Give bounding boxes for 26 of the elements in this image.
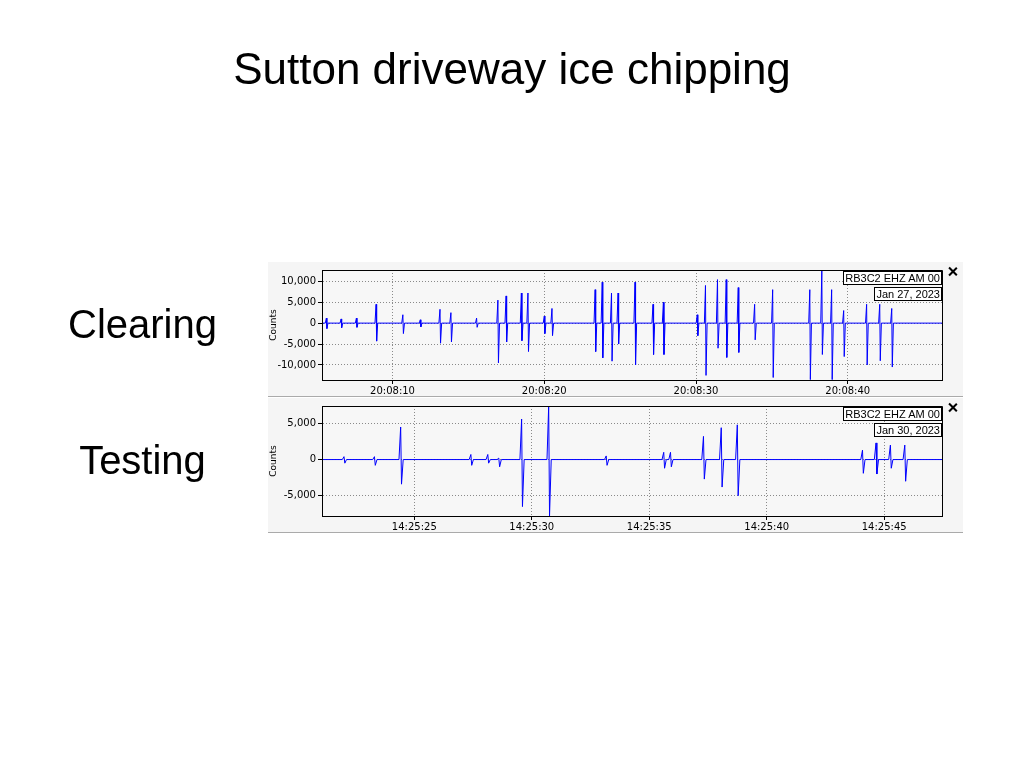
annotation: RB3C2 EHZ AM 00 (843, 407, 942, 421)
x-tick-label: 14:25:30 (509, 520, 555, 532)
y-tick-label: -5,000 (283, 489, 316, 501)
x-tick-label: 14:25:35 (626, 520, 672, 532)
x-tick-label: 14:25:25 (391, 520, 437, 532)
x-tick-label: 14:25:40 (744, 520, 790, 532)
y-tick-label: 0 (309, 316, 316, 328)
y-tick-label: -5,000 (283, 337, 316, 349)
y-axis-title: Counts (267, 444, 278, 477)
x-tick-label: 20:08:30 (673, 384, 719, 396)
y-tick-label: 0 (309, 453, 316, 465)
annotation: RB3C2 EHZ AM 00 (843, 271, 942, 285)
annotation: Jan 27, 2023 (874, 287, 942, 301)
text: Testing (78, 438, 207, 483)
y-axis-title: Counts (267, 308, 278, 341)
x-tick-label: 20:08:40 (825, 384, 871, 396)
x-tick-label: 20:08:10 (370, 384, 415, 396)
text: Clearing (67, 302, 218, 347)
y-tick-label: -10,000 (277, 358, 316, 370)
y-tick-label: 5,000 (287, 295, 316, 307)
x-tick-label: 20:08:20 (521, 384, 567, 396)
annotation: Jan 30, 2023 (874, 423, 942, 437)
y-tick-label: 10,000 (281, 274, 316, 286)
chart-title: Sutton driveway ice chipping (232, 44, 792, 94)
x-tick-label: 14:25:45 (861, 520, 907, 532)
y-tick-label: 5,000 (287, 416, 316, 428)
